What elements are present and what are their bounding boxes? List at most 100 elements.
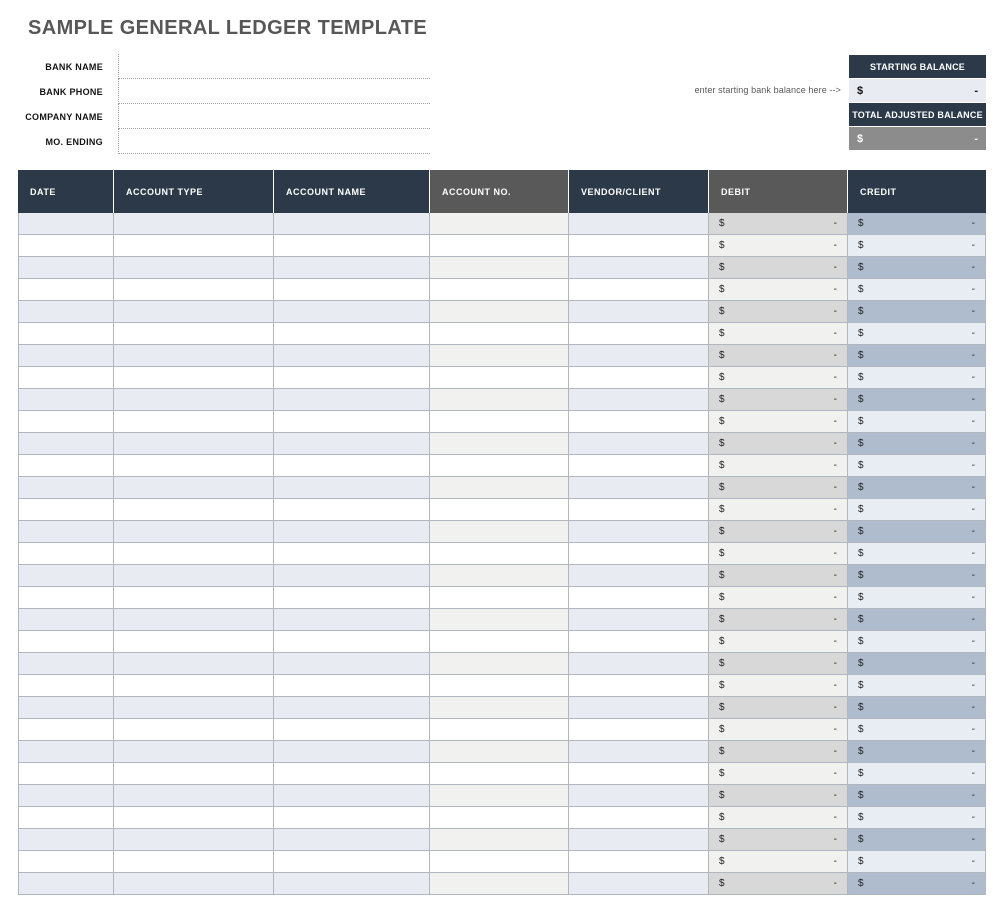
starting-balance-value[interactable]: $ -: [849, 79, 986, 103]
ledger-cell-account-no[interactable]: [430, 543, 569, 565]
ledger-cell-account-type[interactable]: [114, 411, 274, 433]
ledger-cell-account-type[interactable]: [114, 477, 274, 499]
ledger-cell-account-type[interactable]: [114, 829, 274, 851]
ledger-cell-debit[interactable]: $ -: [709, 609, 848, 631]
ledger-cell-date[interactable]: [18, 499, 114, 521]
ledger-cell-vendor-client[interactable]: [569, 345, 709, 367]
ledger-cell-date[interactable]: [18, 477, 114, 499]
ledger-cell-debit[interactable]: $ -: [709, 301, 848, 323]
ledger-cell-vendor-client[interactable]: [569, 433, 709, 455]
bank-name-field[interactable]: [118, 54, 430, 79]
ledger-cell-account-name[interactable]: [274, 279, 430, 301]
ledger-cell-date[interactable]: [18, 213, 114, 235]
ledger-cell-credit[interactable]: $ -: [848, 257, 986, 279]
ledger-cell-vendor-client[interactable]: [569, 785, 709, 807]
ledger-cell-account-name[interactable]: [274, 257, 430, 279]
ledger-cell-account-no[interactable]: [430, 323, 569, 345]
ledger-cell-account-no[interactable]: [430, 411, 569, 433]
ledger-cell-vendor-client[interactable]: [569, 499, 709, 521]
ledger-cell-vendor-client[interactable]: [569, 257, 709, 279]
ledger-cell-account-name[interactable]: [274, 631, 430, 653]
ledger-cell-credit[interactable]: $ -: [848, 719, 986, 741]
ledger-cell-account-name[interactable]: [274, 807, 430, 829]
ledger-cell-date[interactable]: [18, 565, 114, 587]
company-name-field[interactable]: [118, 104, 430, 129]
ledger-cell-date[interactable]: [18, 411, 114, 433]
ledger-cell-credit[interactable]: $ -: [848, 301, 986, 323]
ledger-cell-credit[interactable]: $ -: [848, 367, 986, 389]
ledger-cell-account-name[interactable]: [274, 697, 430, 719]
ledger-cell-account-name[interactable]: [274, 477, 430, 499]
ledger-cell-credit[interactable]: $ -: [848, 499, 986, 521]
ledger-cell-account-no[interactable]: [430, 345, 569, 367]
ledger-cell-debit[interactable]: $ -: [709, 411, 848, 433]
ledger-cell-account-type[interactable]: [114, 851, 274, 873]
ledger-cell-date[interactable]: [18, 697, 114, 719]
ledger-cell-account-name[interactable]: [274, 323, 430, 345]
ledger-cell-vendor-client[interactable]: [569, 301, 709, 323]
ledger-cell-account-type[interactable]: [114, 389, 274, 411]
ledger-cell-date[interactable]: [18, 345, 114, 367]
ledger-cell-date[interactable]: [18, 675, 114, 697]
ledger-cell-account-name[interactable]: [274, 235, 430, 257]
ledger-cell-credit[interactable]: $ -: [848, 873, 986, 895]
ledger-cell-date[interactable]: [18, 433, 114, 455]
ledger-cell-account-no[interactable]: [430, 719, 569, 741]
ledger-cell-account-no[interactable]: [430, 675, 569, 697]
ledger-cell-vendor-client[interactable]: [569, 543, 709, 565]
ledger-cell-vendor-client[interactable]: [569, 235, 709, 257]
ledger-cell-account-type[interactable]: [114, 741, 274, 763]
ledger-cell-account-name[interactable]: [274, 763, 430, 785]
ledger-cell-account-type[interactable]: [114, 609, 274, 631]
ledger-cell-vendor-client[interactable]: [569, 807, 709, 829]
ledger-cell-vendor-client[interactable]: [569, 323, 709, 345]
ledger-cell-debit[interactable]: $ -: [709, 873, 848, 895]
ledger-cell-account-no[interactable]: [430, 785, 569, 807]
ledger-cell-credit[interactable]: $ -: [848, 279, 986, 301]
ledger-cell-credit[interactable]: $ -: [848, 741, 986, 763]
ledger-cell-account-name[interactable]: [274, 367, 430, 389]
ledger-cell-debit[interactable]: $ -: [709, 279, 848, 301]
ledger-cell-account-name[interactable]: [274, 433, 430, 455]
ledger-cell-date[interactable]: [18, 543, 114, 565]
ledger-cell-vendor-client[interactable]: [569, 565, 709, 587]
ledger-cell-vendor-client[interactable]: [569, 389, 709, 411]
ledger-cell-vendor-client[interactable]: [569, 455, 709, 477]
ledger-cell-credit[interactable]: $ -: [848, 829, 986, 851]
ledger-cell-credit[interactable]: $ -: [848, 675, 986, 697]
ledger-cell-date[interactable]: [18, 301, 114, 323]
ledger-cell-debit[interactable]: $ -: [709, 675, 848, 697]
ledger-cell-debit[interactable]: $ -: [709, 565, 848, 587]
ledger-cell-vendor-client[interactable]: [569, 411, 709, 433]
ledger-cell-credit[interactable]: $ -: [848, 455, 986, 477]
ledger-cell-account-name[interactable]: [274, 411, 430, 433]
ledger-cell-account-type[interactable]: [114, 279, 274, 301]
ledger-cell-date[interactable]: [18, 631, 114, 653]
ledger-cell-account-type[interactable]: [114, 763, 274, 785]
ledger-cell-credit[interactable]: $ -: [848, 389, 986, 411]
ledger-cell-account-name[interactable]: [274, 455, 430, 477]
ledger-cell-debit[interactable]: $ -: [709, 323, 848, 345]
ledger-cell-debit[interactable]: $ -: [709, 741, 848, 763]
ledger-cell-account-name[interactable]: [274, 653, 430, 675]
ledger-cell-account-type[interactable]: [114, 499, 274, 521]
ledger-cell-date[interactable]: [18, 257, 114, 279]
ledger-cell-account-name[interactable]: [274, 213, 430, 235]
ledger-cell-date[interactable]: [18, 389, 114, 411]
ledger-cell-credit[interactable]: $ -: [848, 411, 986, 433]
ledger-cell-account-name[interactable]: [274, 499, 430, 521]
ledger-cell-date[interactable]: [18, 873, 114, 895]
ledger-cell-credit[interactable]: $ -: [848, 543, 986, 565]
ledger-cell-account-name[interactable]: [274, 345, 430, 367]
ledger-cell-debit[interactable]: $ -: [709, 499, 848, 521]
ledger-cell-credit[interactable]: $ -: [848, 587, 986, 609]
ledger-cell-account-no[interactable]: [430, 587, 569, 609]
ledger-cell-debit[interactable]: $ -: [709, 719, 848, 741]
ledger-cell-debit[interactable]: $ -: [709, 345, 848, 367]
ledger-cell-account-name[interactable]: [274, 719, 430, 741]
ledger-cell-account-no[interactable]: [430, 609, 569, 631]
ledger-cell-debit[interactable]: $ -: [709, 455, 848, 477]
ledger-cell-date[interactable]: [18, 455, 114, 477]
ledger-cell-account-no[interactable]: [430, 807, 569, 829]
ledger-cell-date[interactable]: [18, 609, 114, 631]
